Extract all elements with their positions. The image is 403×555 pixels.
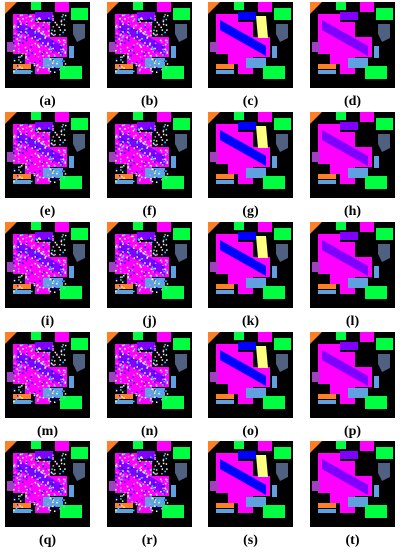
classification-map [208,2,293,88]
classification-map [107,441,192,527]
panel-label: (n) [141,424,158,439]
classification-map [310,441,395,527]
panel-label: (l) [346,314,360,329]
panel-label: (e) [40,204,56,219]
classification-map [5,441,90,527]
classification-map [208,112,293,198]
classification-map [310,2,395,88]
classification-map [5,2,90,88]
panel-label: (b) [141,94,158,109]
classification-map [208,441,293,527]
panel-label: (c) [243,94,259,109]
panel-label: (t) [346,533,360,548]
panel-label: (h) [344,204,361,219]
panel-label: (s) [243,533,258,548]
classification-map [5,332,90,418]
panel-label: (a) [39,94,56,109]
panel-label: (f) [143,204,157,219]
classification-map [310,222,395,308]
panel-label: (k) [242,314,259,329]
panel-label: (d) [344,94,361,109]
panel-label: (r) [142,533,158,548]
panel-label: (m) [37,424,58,439]
classification-map [208,222,293,308]
classification-map [208,332,293,418]
classification-map [310,332,395,418]
classification-map [107,332,192,418]
classification-map [5,222,90,308]
panel-label: (p) [344,424,361,439]
classification-map [107,112,192,198]
classification-map [5,112,90,198]
classification-map [310,112,395,198]
panel-label: (j) [143,314,157,329]
panel-label: (i) [41,314,55,329]
classification-map [107,222,192,308]
classification-map [107,2,192,88]
panel-label: (q) [39,533,56,548]
panel-label: (g) [242,204,259,219]
panel-label: (o) [242,424,259,439]
